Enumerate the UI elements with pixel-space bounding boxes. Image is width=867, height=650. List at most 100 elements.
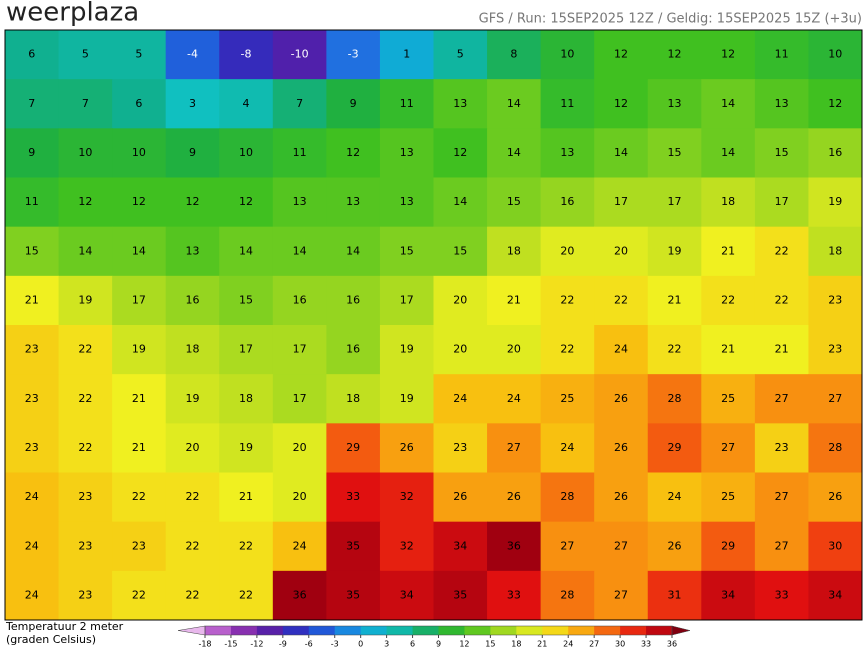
- temperature-cell: [326, 177, 381, 228]
- temperature-cell: [433, 30, 488, 80]
- temperature-label: 20: [293, 490, 307, 503]
- temperature-label: 22: [185, 588, 199, 601]
- colorbar-segment: [256, 626, 284, 635]
- temperature-label: 22: [185, 490, 199, 503]
- temperature-cell: [647, 521, 702, 572]
- temperature-label: 34: [828, 588, 842, 601]
- temperature-cell: [540, 128, 595, 178]
- temperature-cell: [808, 79, 863, 129]
- colorbar-segment: [230, 626, 258, 635]
- temperature-label: 7: [82, 97, 89, 110]
- temperature-cell: [272, 79, 327, 129]
- temperature-cell: [433, 374, 488, 424]
- temperature-cell: [379, 128, 434, 178]
- temperature-label: 22: [775, 293, 789, 306]
- temperature-label: 7: [28, 97, 35, 110]
- temperature-cell: [487, 30, 542, 80]
- temperature-label: 23: [25, 441, 39, 454]
- temperature-label: 9: [28, 146, 35, 159]
- temperature-label: 15: [775, 146, 789, 159]
- temperature-cell: [58, 275, 113, 326]
- temperature-cell: [58, 570, 113, 621]
- temperature-label: 33: [775, 588, 789, 601]
- temperature-cell: [165, 275, 220, 326]
- temperature-cell: [379, 521, 434, 572]
- temperature-cell: [112, 325, 167, 375]
- temperature-cell: [112, 226, 167, 277]
- temperature-cell: [165, 177, 220, 228]
- temperature-label: 12: [828, 97, 842, 110]
- temperature-label: 12: [185, 195, 199, 208]
- colorbar-tick-label: 33: [641, 640, 651, 649]
- temperature-label: 26: [614, 392, 628, 405]
- temperature-label: 29: [721, 539, 735, 552]
- temperature-cell: [112, 472, 167, 523]
- temperature-cell: [540, 423, 595, 473]
- temperature-label: 20: [507, 343, 521, 356]
- temperature-cell: [433, 275, 488, 326]
- temperature-cell: [487, 374, 542, 424]
- temperature-label: 26: [668, 539, 682, 552]
- temperature-label: 33: [346, 490, 360, 503]
- colorbar-segment: [646, 626, 673, 635]
- temperature-cell: [219, 423, 274, 473]
- temperature-label: 19: [132, 343, 146, 356]
- temperature-label: 10: [78, 146, 92, 159]
- map-frame: [4, 29, 863, 621]
- temperature-label: 23: [25, 392, 39, 405]
- temperature-label: 27: [614, 539, 628, 552]
- temperature-cell: [433, 325, 488, 375]
- temperature-label: 23: [25, 343, 39, 356]
- temperature-label: 4: [243, 97, 250, 110]
- colorbar-tick-label: 12: [459, 640, 469, 649]
- temperature-label: 22: [78, 392, 92, 405]
- temperature-label: 19: [828, 195, 842, 208]
- temperature-cell: [808, 521, 863, 572]
- temperature-cell: [487, 177, 542, 228]
- temperature-label: 5: [457, 48, 464, 61]
- temperature-cell: [487, 226, 542, 277]
- temperature-label: 9: [189, 146, 196, 159]
- temperature-label: 17: [293, 392, 307, 405]
- temperature-cell: [219, 275, 274, 326]
- temperature-cell: [754, 472, 809, 523]
- temperature-label: 22: [614, 293, 628, 306]
- temperature-cell: [5, 472, 60, 523]
- temperature-cell: [754, 423, 809, 473]
- temperature-cell: [219, 374, 274, 424]
- temperature-label: 16: [828, 146, 842, 159]
- temperature-cell: [487, 275, 542, 326]
- temperature-cell: [647, 570, 702, 621]
- temperature-label: 26: [828, 490, 842, 503]
- temperature-cell: [165, 374, 220, 424]
- colorbar-segment: [412, 626, 439, 635]
- temperature-label: 26: [453, 490, 467, 503]
- temperature-label: 16: [346, 343, 360, 356]
- temperature-label: 27: [775, 392, 789, 405]
- temperature-label: 34: [453, 539, 467, 552]
- temperature-label: 21: [668, 293, 682, 306]
- temperature-label: 24: [25, 588, 39, 601]
- temperature-cell: [754, 570, 809, 621]
- temperature-label: 21: [721, 343, 735, 356]
- temperature-label: 3: [189, 97, 196, 110]
- temperature-label: 17: [239, 343, 253, 356]
- temperature-cell: [808, 570, 863, 621]
- temperature-cell: [165, 570, 220, 621]
- colorbar-segment: [282, 626, 310, 635]
- temperature-cell: [219, 472, 274, 523]
- temperature-label: 22: [78, 343, 92, 356]
- colorbar-segment: [386, 626, 414, 635]
- colorbar-segment: [438, 626, 465, 635]
- temperature-label: 21: [507, 293, 521, 306]
- temperature-cell: [594, 275, 649, 326]
- temperature-cell: [594, 472, 649, 523]
- temperature-cell: [112, 521, 167, 572]
- temperature-cell: [5, 423, 60, 473]
- temperature-cell: [701, 177, 756, 228]
- temperature-label: 19: [400, 392, 414, 405]
- temperature-cell: [433, 128, 488, 178]
- temperature-label: 23: [78, 490, 92, 503]
- temperature-cell: [5, 374, 60, 424]
- temperature-label: 6: [28, 48, 35, 61]
